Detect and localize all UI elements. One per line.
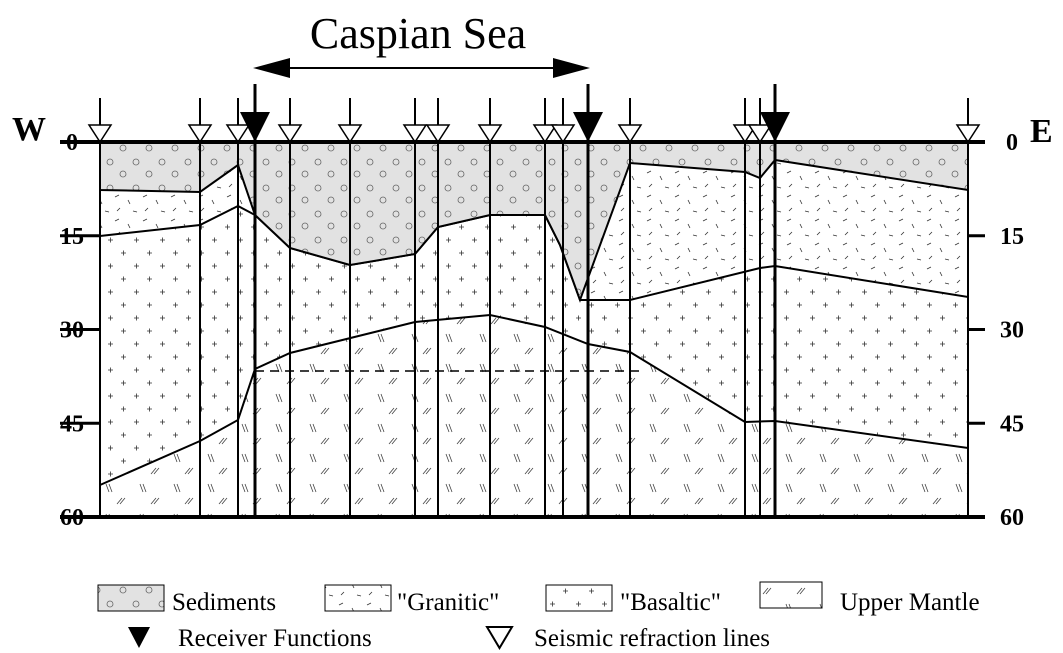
legend-label: "Basaltic" xyxy=(620,589,721,616)
legend: Sediments "Granitic" "Basaltic" Upper Ma… xyxy=(98,582,980,652)
legend-swatch xyxy=(325,585,391,611)
legend-label: Sediments xyxy=(172,589,276,616)
depth-tick-label: 15 xyxy=(1000,224,1024,250)
refraction-marker xyxy=(189,125,211,142)
refraction-marker xyxy=(749,125,771,142)
refraction-marker xyxy=(89,125,111,142)
depth-tick-label: 15 xyxy=(60,224,84,250)
refraction-marker xyxy=(619,125,641,142)
legend-label: Seismic refraction lines xyxy=(534,625,770,652)
depth-tick-label: 45 xyxy=(60,411,84,437)
refraction-marker xyxy=(404,125,426,142)
cross-section: 0 0 15 15 30 30 45 45 60 60 Caspian Sea W E Sedim… xyxy=(0,0,1063,653)
west-label: W xyxy=(12,111,46,148)
depth-tick-label: 0 xyxy=(66,130,78,156)
refraction-marker xyxy=(427,125,449,142)
depth-tick-label: 30 xyxy=(60,318,84,344)
east-label: E xyxy=(1030,113,1053,150)
receiver-marker xyxy=(573,112,603,142)
title: Caspian Sea xyxy=(310,9,526,58)
legend-label: Upper Mantle xyxy=(840,589,980,616)
refraction-marker xyxy=(534,125,556,142)
depth-tick-label: 45 xyxy=(1000,411,1024,437)
legend-label: "Granitic" xyxy=(397,589,499,616)
legend-swatch xyxy=(98,585,164,611)
refraction-marker xyxy=(339,125,361,142)
legend-symbol xyxy=(128,627,150,648)
depth-tick-label: 60 xyxy=(60,505,84,531)
refraction-marker xyxy=(957,125,979,142)
depth-tick-label: 0 xyxy=(1006,130,1018,156)
legend-swatch xyxy=(546,585,612,611)
page: {"title": "Caspian Sea", "sides": {"west… xyxy=(0,0,1063,653)
legend-swatch xyxy=(760,582,822,608)
depth-tick-label: 30 xyxy=(1000,318,1024,344)
refraction-marker xyxy=(279,125,301,142)
refraction-marker xyxy=(227,125,249,142)
refraction-marker xyxy=(479,125,501,142)
legend-label: Receiver Functions xyxy=(178,625,372,652)
refraction-marker xyxy=(552,125,574,142)
caspian-extent-arrow xyxy=(253,58,590,78)
layers xyxy=(100,142,968,517)
depth-tick-label: 60 xyxy=(1000,505,1024,531)
legend-symbol xyxy=(487,627,512,648)
